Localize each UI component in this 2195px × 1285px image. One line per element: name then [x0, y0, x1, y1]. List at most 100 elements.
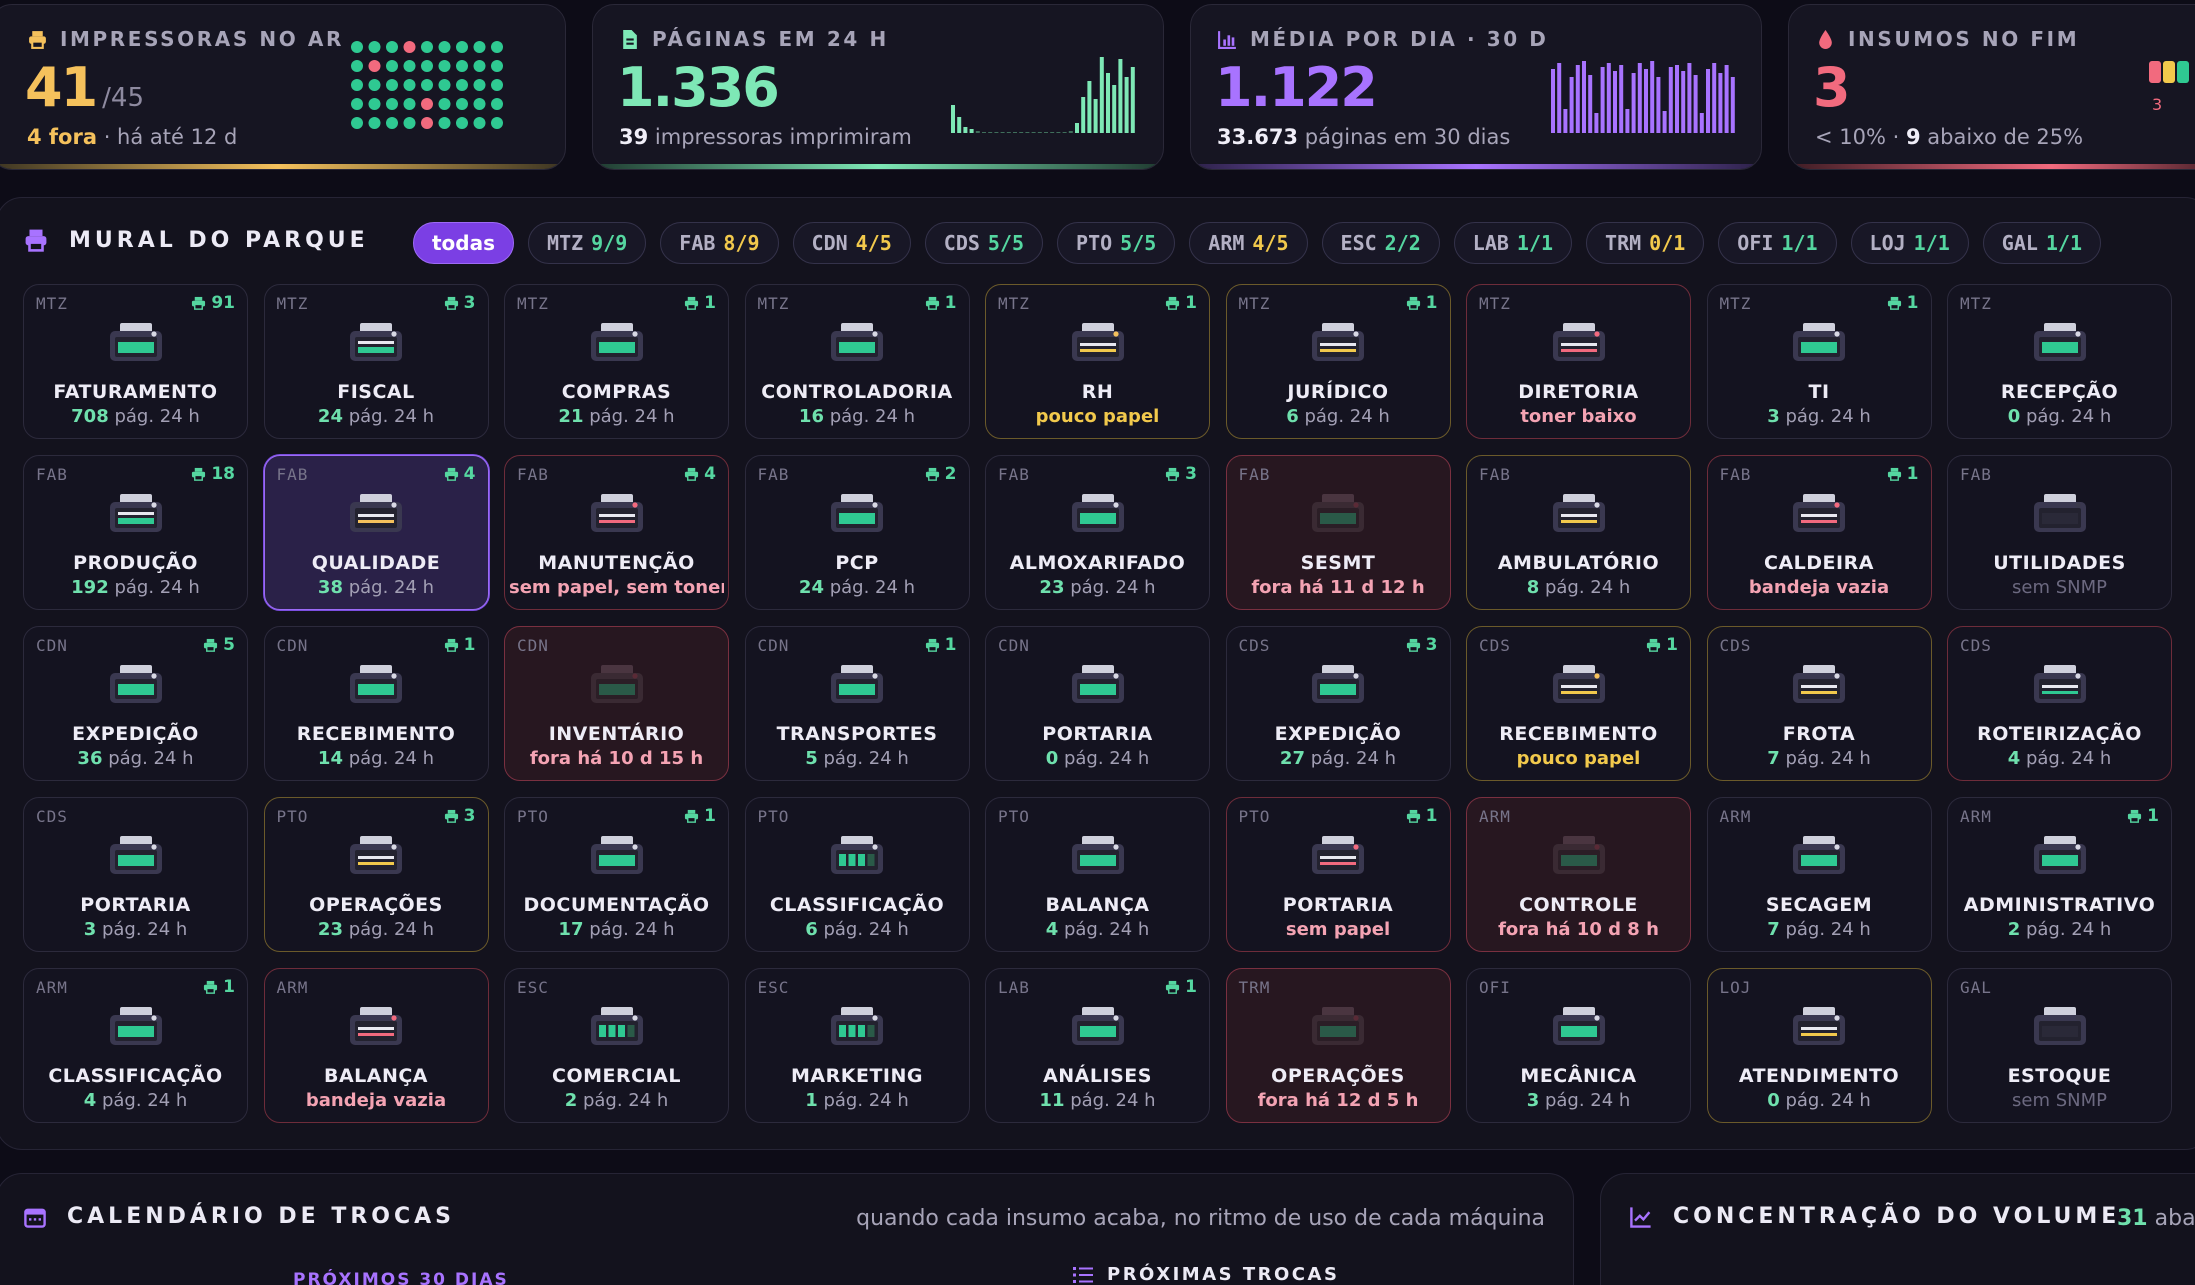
printer-card[interactable]: TRM OPERAÇÕES fora há 12 d 5 h: [1225, 968, 1451, 1123]
printer-card[interactable]: MTZ RECEPÇÃO 0 pág. 24 h: [1947, 284, 2172, 439]
printer-card[interactable]: FAB 1 CALDEIRA bandeja vazia: [1706, 455, 1932, 610]
filter-chip-trm[interactable]: TRM 0/1: [1586, 222, 1705, 264]
printer-card[interactable]: CDS 3 EXPEDIÇÃO 27 pág. 24 h: [1225, 626, 1451, 781]
kpi-header: PÁGINAS EM 24 H: [619, 27, 889, 51]
printer-card[interactable]: CDS FROTA 7 pág. 24 h: [1706, 626, 1932, 781]
printer-card[interactable]: MTZ 1 RH pouco papel: [985, 284, 1210, 439]
printer-card[interactable]: OFI MECÂNICA 3 pág. 24 h: [1466, 968, 1691, 1123]
printer-card[interactable]: FAB 18 PRODUÇÃO 192 pág. 24 h: [23, 455, 248, 610]
card-queue-count: 1: [684, 806, 716, 826]
printer-card[interactable]: MTZ 1 TI 3 pág. 24 h: [1706, 284, 1932, 439]
card-status: 23 pág. 24 h: [317, 919, 435, 940]
printer-card[interactable]: PTO BALANÇA 4 pág. 24 h: [985, 797, 1210, 952]
printer-icon: [685, 296, 699, 310]
printer-card[interactable]: MTZ DIRETORIA toner baixo: [1466, 284, 1691, 439]
filter-chip-lab[interactable]: LAB 1/1: [1453, 222, 1573, 264]
card-name: PORTARIA: [1042, 723, 1153, 745]
printer-card[interactable]: ARM 1 ADMINISTRATIVO 2 pág. 24 h: [1947, 797, 2172, 952]
printer-card[interactable]: PTO CLASSIFICAÇÃO 6 pág. 24 h: [744, 797, 970, 952]
printer-card[interactable]: PTO 3 OPERAÇÕES 23 pág. 24 h: [263, 797, 489, 952]
printer-card[interactable]: CDS ROTEIRIZAÇÃO 4 pág. 24 h: [1947, 626, 2172, 781]
printer-card[interactable]: ESC COMERCIAL 2 pág. 24 h: [504, 968, 729, 1123]
card-status: 3 pág. 24 h: [83, 919, 188, 940]
card-site: PTO: [757, 807, 790, 826]
card-name: RECEBIMENTO: [296, 723, 456, 745]
printer-card[interactable]: FAB UTILIDADES sem SNMP: [1947, 455, 2172, 610]
printer-card[interactable]: MTZ 1 COMPRAS 21 pág. 24 h: [504, 284, 729, 439]
filter-chip-mtz[interactable]: MTZ 9/9: [528, 222, 647, 264]
filter-chip-ofi[interactable]: OFI 1/1: [1718, 222, 1837, 264]
printer-icon: [1312, 494, 1364, 532]
calendar-panel: CALENDÁRIO DE TROCAS quando cada insumo …: [0, 1173, 1574, 1285]
filter-chip-esc[interactable]: ESC 2/2: [1321, 222, 1440, 264]
filter-chip-fab[interactable]: FAB 8/9: [660, 222, 779, 264]
card-queue-count: 1: [1165, 293, 1197, 313]
card-queue-count: 1: [2127, 806, 2159, 826]
printer-card[interactable]: FAB 3 ALMOXARIFADO 23 pág. 24 h: [985, 455, 1210, 610]
printer-card[interactable]: MTZ 1 CONTROLADORIA 16 pág. 24 h: [744, 284, 970, 439]
card-site: LOJ: [1719, 978, 1752, 997]
printer-card[interactable]: MTZ 91 FATURAMENTO 708 pág. 24 h: [23, 284, 248, 439]
card-name: RECEBIMENTO: [1499, 723, 1658, 745]
kpi-accent-bar: [1191, 164, 1761, 169]
printer-card[interactable]: CDN 5 EXPEDIÇÃO 36 pág. 24 h: [23, 626, 248, 781]
printer-icon: [109, 323, 162, 361]
card-site: ESC: [517, 978, 549, 997]
filter-chip-gal[interactable]: GAL 1/1: [1982, 222, 2102, 264]
card-name: BALANÇA: [323, 1065, 429, 1087]
printer-card[interactable]: FAB 4 QUALIDADE 38 pág. 24 h: [263, 455, 489, 610]
card-name: SECAGEM: [1765, 894, 1873, 916]
printer-card[interactable]: CDN INVENTÁRIO fora há 10 d 15 h: [504, 626, 729, 781]
printer-card[interactable]: CDS PORTARIA 3 pág. 24 h: [23, 797, 248, 952]
printer-card[interactable]: CDN 1 RECEBIMENTO 14 pág. 24 h: [263, 626, 489, 781]
card-name: PCP: [835, 552, 879, 574]
printer-card[interactable]: ARM SECAGEM 7 pág. 24 h: [1706, 797, 1932, 952]
printer-card[interactable]: PTO 1 DOCUMENTAÇÃO 17 pág. 24 h: [504, 797, 729, 952]
printer-card[interactable]: FAB SESMT fora há 11 d 12 h: [1225, 455, 1451, 610]
site-filter-chips: todas MTZ 9/9 FAB 8/9 CDN 4/5 CDS 5/5 PTO 5/5 ARM 4/…: [413, 222, 2102, 264]
printer-icon: [1312, 323, 1364, 361]
printer-card[interactable]: LAB 1 ANÁLISES 11 pág. 24 h: [985, 968, 1210, 1123]
printer-card[interactable]: ARM CONTROLE fora há 10 d 8 h: [1466, 797, 1691, 952]
filter-chip-cdn[interactable]: CDN 4/5: [792, 222, 911, 264]
printer-icon: [1793, 323, 1845, 361]
card-name: COMPRAS: [561, 381, 672, 403]
card-status: fora há 12 d 5 h: [1257, 1090, 1419, 1111]
printer-card[interactable]: CDS 1 RECEBIMENTO pouco papel: [1466, 626, 1691, 781]
kpi-accent-bar: [593, 164, 1163, 169]
filter-chip-loj[interactable]: LOJ 1/1: [1850, 222, 1969, 264]
calendar-section-next-swaps: PRÓXIMAS TROCAS: [1073, 1264, 1339, 1285]
printer-card[interactable]: FAB AMBULATÓRIO 8 pág. 24 h: [1466, 455, 1691, 610]
printer-card[interactable]: ARM BALANÇA bandeja vazia: [263, 968, 489, 1123]
printer-card[interactable]: PTO 1 PORTARIA sem papel: [1225, 797, 1451, 952]
card-name: FATURAMENTO: [53, 381, 218, 403]
printer-card[interactable]: MTZ 1 JURÍDICO 6 pág. 24 h: [1225, 284, 1451, 439]
printer-card[interactable]: CDN 1 TRANSPORTES 5 pág. 24 h: [744, 626, 970, 781]
card-site: FAB: [1238, 465, 1271, 484]
printer-icon: [350, 665, 402, 703]
printer-card[interactable]: GAL ESTOQUE sem SNMP: [1947, 968, 2172, 1123]
printer-card[interactable]: MTZ 3 FISCAL 24 pág. 24 h: [263, 284, 489, 439]
filter-chip-pto[interactable]: PTO 5/5: [1057, 222, 1176, 264]
filter-chip-todas[interactable]: todas: [413, 222, 515, 264]
printer-card[interactable]: LOJ ATENDIMENTO 0 pág. 24 h: [1706, 968, 1932, 1123]
kpi-subtitle: 33.673 páginas em 30 dias: [1217, 125, 1511, 149]
filter-chip-arm[interactable]: ARM 4/5: [1189, 222, 1308, 264]
printer-icon: [685, 809, 699, 823]
card-queue-count: 1: [1887, 293, 1919, 313]
printer-card[interactable]: FAB 4 MANUTENÇÃO sem papel, sem toner: [504, 455, 729, 610]
line-chart-icon: [1630, 1206, 1651, 1228]
printer-card[interactable]: ESC MARKETING 1 pág. 24 h: [744, 968, 970, 1123]
card-site: FAB: [36, 465, 68, 484]
card-site: ARM: [36, 978, 68, 997]
printer-card[interactable]: CDN PORTARIA 0 pág. 24 h: [985, 626, 1210, 781]
calendar-icon: [24, 1208, 46, 1228]
card-name: ROTEIRIZAÇÃO: [1977, 723, 2142, 745]
printer-icon: [1552, 836, 1605, 874]
printer-card[interactable]: FAB 2 PCP 24 pág. 24 h: [744, 455, 970, 610]
kpi-title: IMPRESSORAS NO AR: [60, 27, 345, 51]
card-site: LAB: [998, 978, 1030, 997]
printer-card[interactable]: ARM 1 CLASSIFICAÇÃO 4 pág. 24 h: [23, 968, 248, 1123]
filter-chip-cds[interactable]: CDS 5/5: [924, 222, 1044, 264]
mural-header: MURAL DO PARQUE: [23, 227, 369, 253]
